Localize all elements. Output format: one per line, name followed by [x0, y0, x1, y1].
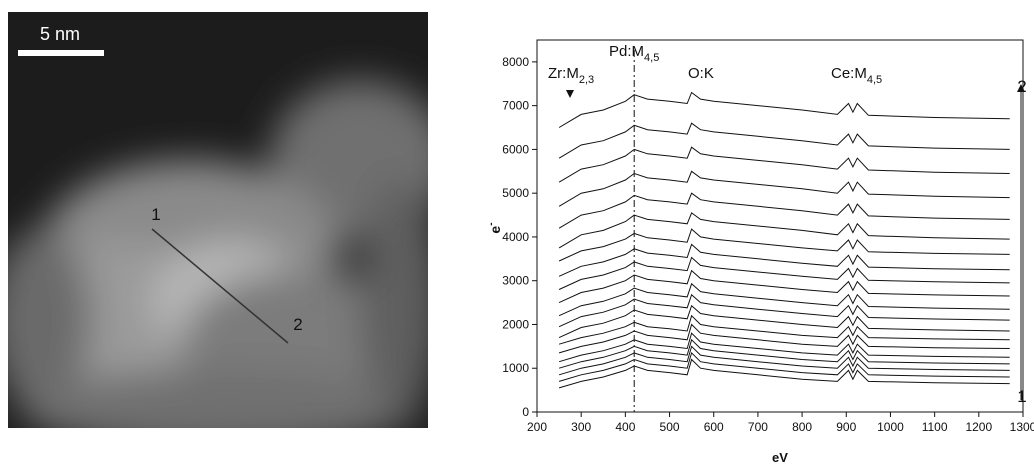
- spectrum-line: [558, 332, 1010, 363]
- x-tick-label: 600: [704, 420, 724, 434]
- scan-end-label: 2: [1017, 77, 1026, 96]
- spectrum-line: [558, 338, 1010, 369]
- spectrum-line: [558, 91, 1010, 128]
- x-tick-label: 400: [615, 420, 635, 434]
- y-tick-label: 2000: [502, 317, 529, 331]
- spectrum-line: [558, 192, 1010, 229]
- stem-image: 5 nm 1 2: [8, 12, 428, 428]
- y-axis-label-text: e: [487, 226, 503, 234]
- x-tick-label: 1200: [965, 420, 992, 434]
- spectrum-line: [558, 212, 1010, 249]
- spectrum-line: [558, 282, 1010, 317]
- x-tick-label: 800: [792, 420, 812, 434]
- x-tick-label: 1300: [1010, 420, 1034, 434]
- x-tick-label: 900: [836, 420, 856, 434]
- annotation-text: Ce:M: [831, 65, 867, 82]
- annotation-text: O:K: [688, 65, 714, 82]
- plot-frame: [536, 39, 1024, 413]
- scale-bar-label: 5 nm: [40, 24, 80, 44]
- y-axis-label-sup: -: [486, 222, 497, 225]
- y-tick-label: 0: [522, 405, 529, 419]
- x-tick-label: 300: [571, 420, 591, 434]
- y-tick-label: 5000: [502, 186, 529, 200]
- annotation-sub: 4,5: [867, 74, 882, 86]
- annotation-sub: 2,3: [579, 74, 594, 86]
- spectrum-line: [558, 323, 1010, 354]
- spectrum-line: [558, 345, 1010, 376]
- x-axis-label: eV: [772, 450, 788, 465]
- annotation-text: Zr:M: [548, 65, 579, 82]
- spectrum-line: [558, 228, 1010, 262]
- spectrum-line: [558, 146, 1010, 183]
- x-tick-label: 200: [527, 420, 547, 434]
- annotation-sub: 4,5: [644, 52, 659, 64]
- x-tick-label: 500: [660, 420, 680, 434]
- y-tick-label: 1000: [502, 361, 529, 375]
- annotation: Pd:M4,5: [609, 43, 659, 64]
- spectrum-line: [558, 269, 1010, 304]
- y-tick-label: 6000: [502, 142, 529, 156]
- spectrum-line: [558, 314, 1010, 345]
- x-tick-label: 1000: [877, 420, 904, 434]
- scan-start-label: 1: [151, 205, 160, 224]
- scan-start-label: 1: [1017, 387, 1026, 406]
- scale-bar: [18, 50, 104, 56]
- spectrum-line: [558, 293, 1010, 328]
- spectrum-line: [558, 122, 1010, 159]
- edge-marker: [566, 90, 574, 98]
- scan-line: [151, 228, 289, 344]
- y-tick-label: 7000: [502, 99, 529, 113]
- spectrum-line: [558, 243, 1010, 277]
- annotation-text: Pd:M: [609, 43, 644, 60]
- spectrum-line: [558, 170, 1010, 207]
- spectrum-line: [558, 358, 1010, 389]
- annotation: Ce:M4,5: [831, 65, 882, 86]
- y-axis-label: e-: [486, 222, 503, 233]
- annotation: O:K: [688, 65, 714, 82]
- annotation: Zr:M2,3: [548, 65, 594, 86]
- y-tick-label: 3000: [502, 274, 529, 288]
- y-tick-label: 4000: [502, 230, 529, 244]
- spectrum-line: [558, 304, 1010, 339]
- spectrum-line: [558, 256, 1010, 290]
- y-tick-label: 8000: [502, 55, 529, 69]
- spectrum-line: [558, 351, 1010, 382]
- scan-end-label: 2: [293, 315, 302, 334]
- x-tick-label: 1100: [922, 420, 948, 434]
- x-tick-label: 700: [748, 420, 768, 434]
